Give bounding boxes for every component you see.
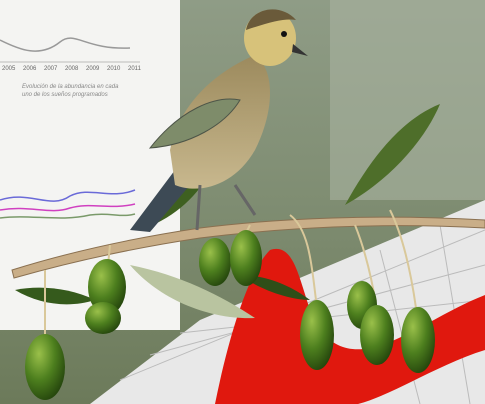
year-label: 2008 <box>65 66 79 72</box>
scene: 2005 2006 2007 2008 2009 2010 2011 Evolución d… <box>0 0 485 404</box>
year-label: 2009 <box>86 66 100 72</box>
caption-line: Evolución de la abundancia en cada <box>22 84 119 90</box>
olive <box>401 307 435 373</box>
year-label: 2005 <box>2 66 16 72</box>
year-label: 2010 <box>107 66 121 72</box>
olive <box>300 300 334 370</box>
year-label: 2011 <box>128 66 142 72</box>
year-label: 2006 <box>23 66 37 72</box>
olive <box>199 238 231 286</box>
olive <box>230 230 262 286</box>
olive <box>25 334 65 400</box>
background-haze <box>330 0 485 200</box>
page: 2005 2006 2007 2008 2009 2010 2011 Evolución d… <box>0 0 485 404</box>
caption-line: uno de los sueños programados <box>22 92 108 98</box>
olive <box>360 305 394 365</box>
year-label: 2007 <box>44 66 58 72</box>
olive <box>85 302 121 334</box>
bird-eye <box>281 31 287 37</box>
